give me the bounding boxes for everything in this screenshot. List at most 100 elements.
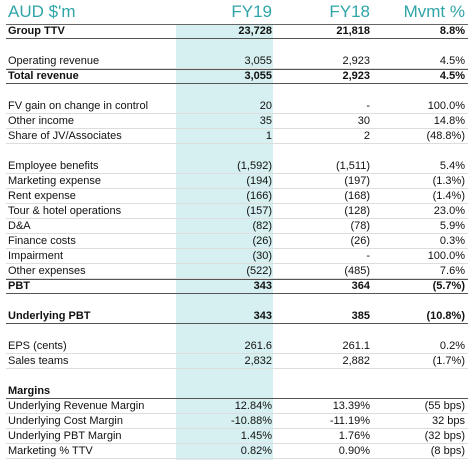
cell: (197) (344, 175, 370, 187)
row-rule (6, 323, 468, 324)
row-rule (6, 293, 468, 294)
row-rule (6, 173, 468, 174)
cell: (26) (252, 235, 272, 247)
row-rule (6, 443, 468, 444)
row-label: Other expenses (8, 265, 86, 277)
cell: 2,923 (342, 70, 370, 82)
row-label: Group TTV (8, 25, 65, 37)
cell: (32 bps) (424, 430, 465, 442)
row-rule (6, 83, 468, 84)
cell: 343 (253, 310, 272, 322)
cell: 261.6 (244, 340, 272, 352)
cell: 385 (351, 310, 370, 322)
total-rule (6, 69, 468, 70)
row-rule (6, 128, 468, 129)
cell: (1.3%) (432, 175, 465, 187)
row-label: Total revenue (8, 70, 79, 82)
cell: (8 bps) (430, 445, 465, 457)
cell: (128) (344, 205, 370, 217)
cell: 21,818 (336, 25, 370, 37)
row-label: Other income (8, 115, 75, 127)
row-label: Rent expense (8, 190, 76, 202)
cell: 1.76% (338, 430, 370, 442)
cell: (485) (344, 265, 370, 277)
fy19-highlight (176, 24, 273, 460)
row-label: EPS (cents) (8, 340, 67, 352)
cell: (48.8%) (426, 130, 465, 142)
cell: 23,728 (238, 25, 272, 37)
column-header: FY18 (329, 2, 370, 21)
cell: (157) (246, 205, 272, 217)
row-rule (6, 278, 468, 279)
cell: 35 (259, 115, 272, 127)
row-rule (6, 38, 468, 39)
row-label: Sales teams (8, 355, 69, 367)
row-rule (6, 248, 468, 249)
cell: (55 bps) (424, 400, 465, 412)
cell: (1,592) (237, 160, 272, 172)
cell: 0.90% (338, 445, 370, 457)
cell: 20 (259, 100, 272, 112)
cell: 1 (265, 130, 272, 142)
row-label: D&A (8, 220, 31, 232)
row-label: Tour & hotel operations (8, 205, 122, 217)
row-rule (6, 143, 468, 144)
row-label: Finance costs (8, 235, 76, 247)
cell: - (366, 100, 370, 112)
cell: - (366, 250, 370, 262)
cell: (30) (252, 250, 272, 262)
column-header: FY19 (231, 2, 272, 21)
cell: 2,882 (342, 355, 370, 367)
cell: (522) (246, 265, 272, 277)
cell: (1.4%) (432, 190, 465, 202)
row-label: Underlying PBT Margin (8, 430, 122, 442)
cell: 100.0% (427, 100, 465, 112)
row-rule (6, 203, 468, 204)
cell: (194) (246, 175, 272, 187)
cell: (1.7%) (432, 355, 465, 367)
cell: 4.5% (439, 55, 465, 67)
cell: 7.6% (439, 265, 465, 277)
column-header: AUD $'m (8, 2, 76, 21)
cell: (166) (246, 190, 272, 202)
row-rule (6, 263, 468, 264)
cell: 8.8% (439, 25, 465, 37)
cell: 14.8% (433, 115, 465, 127)
cell: 30 (357, 115, 370, 127)
cell: 5.9% (439, 220, 465, 232)
row-rule (6, 113, 468, 114)
cell: 5.4% (439, 160, 465, 172)
row-label: Impairment (8, 250, 64, 262)
cell: 32 bps (431, 415, 465, 427)
cell: (10.8%) (426, 310, 465, 322)
cell: 100.0% (427, 250, 465, 262)
cell: (78) (350, 220, 370, 232)
row-label: PBT (8, 280, 30, 292)
row-rule (6, 368, 468, 369)
total-rule (6, 279, 468, 280)
cell: 12.84% (234, 400, 272, 412)
row-label: Marketing % TTV (8, 445, 93, 457)
row-label: Operating revenue (8, 55, 100, 67)
row-label: Share of JV/Associates (8, 130, 122, 142)
row-label: Margins (8, 385, 51, 397)
row-label: Employee benefits (8, 160, 99, 172)
cell: 2,923 (342, 55, 370, 67)
cell: (1,511) (335, 160, 370, 172)
cell: 3,055 (244, 55, 272, 67)
cell: -10.88% (231, 415, 272, 427)
cell: 364 (351, 280, 370, 292)
cell: (26) (350, 235, 370, 247)
row-rule (6, 458, 468, 459)
cell: 0.3% (439, 235, 465, 247)
cell: 2,832 (244, 355, 272, 367)
row-label: Marketing expense (8, 175, 101, 187)
cell: 1.45% (240, 430, 272, 442)
cell: 2 (363, 130, 370, 142)
header-rule (6, 24, 468, 25)
cell: 3,055 (244, 70, 272, 82)
cell: (5.7%) (432, 280, 465, 292)
cell: -11.19% (329, 415, 370, 427)
cell: 343 (253, 280, 272, 292)
